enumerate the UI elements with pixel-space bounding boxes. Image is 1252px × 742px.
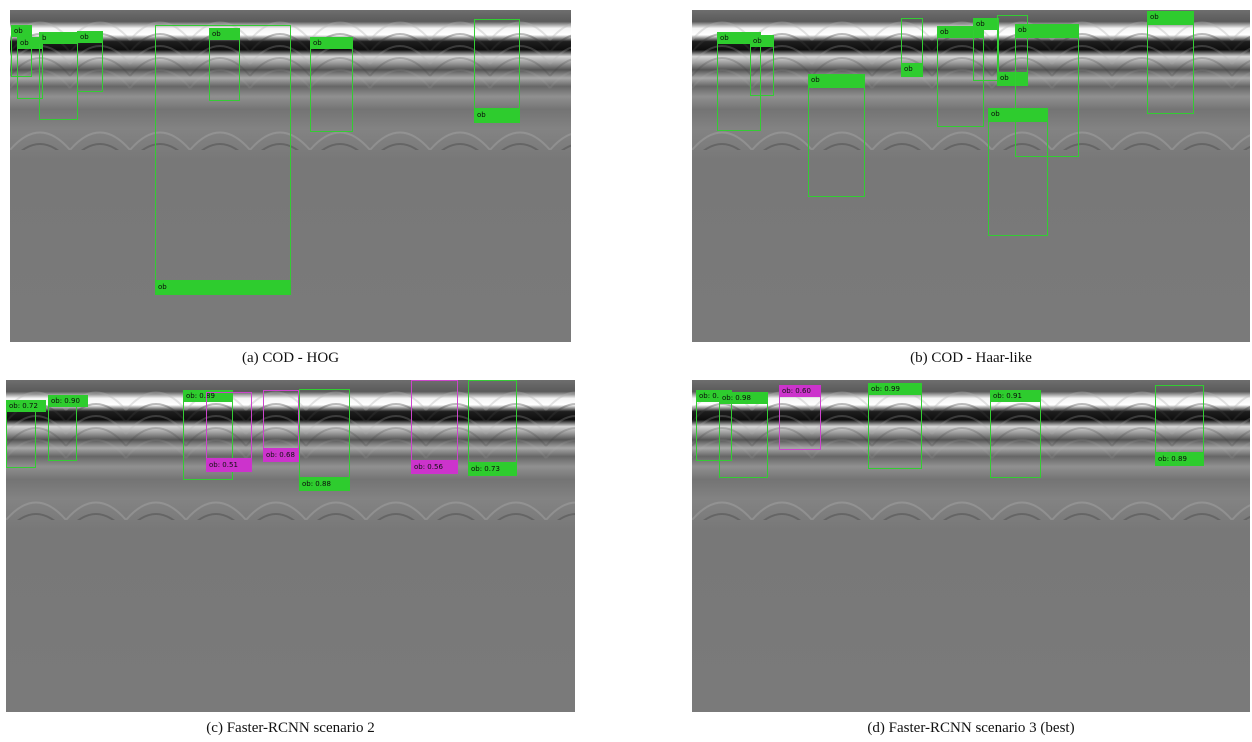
gpr-panel-c: ob: 0.72 ob: 0.90 ob: 0.89 ob: 0.51 ob: … [6,380,575,712]
detection-box [868,383,922,469]
detection-label: ob: 0.89 [183,390,233,402]
detection-label: ob [1015,24,1079,38]
detection-box [1147,11,1194,114]
detection-label: ob [988,108,1048,122]
detection-box [39,32,78,120]
detection-box [808,74,865,197]
detection-label: ob [310,37,353,49]
detection-box [299,389,350,491]
detection-label: ob [1147,11,1194,25]
detection-label: ob [997,72,1028,86]
detection-label: ob: 0.90 [48,395,88,407]
detection-label: ob [937,26,984,38]
detection-label: ob: 0.98 [719,392,768,404]
detection-label: ob: 0.72 [6,400,46,412]
detection-label: ob: 0.68 [263,448,299,462]
detection-label: ob: 0.51 [206,458,252,472]
gpr-radargram-c [6,380,575,712]
gpr-panel-d: ob: 0. ob: 0.98 ob: 0.60 ob: 0.99 ob: 0.… [692,380,1250,712]
gpr-panel-b: ob ob ob ob ob ob ob ob ob ob [692,10,1250,342]
detection-label: ob [973,18,999,30]
detection-label: ob [77,31,103,43]
detection-label: ob: 0.56 [411,460,458,474]
gpr-radargram-d [692,380,1250,712]
detection-label: ob [474,108,520,123]
detection-box [990,390,1041,478]
detection-label: b [39,32,78,44]
gpr-panel-a: ob ob b ob ob ob ob ob [10,10,571,342]
detection-box [310,37,353,132]
detection-label: ob: 0.91 [990,390,1041,402]
detection-box [719,392,768,478]
caption-b: (b) COD - Haar-like [910,350,1032,366]
detection-label: ob [209,28,240,40]
detection-box [988,108,1048,236]
detection-label: ob [750,35,774,47]
caption-d: (d) Faster-RCNN scenario 3 (best) [867,720,1075,736]
detection-label: ob [155,280,291,295]
detection-label: ob [11,25,32,37]
detection-label: ob: 0.99 [868,383,922,395]
caption-c: (c) Faster-RCNN scenario 2 [206,720,375,736]
detection-label: ob: 0.88 [299,477,350,491]
detection-label: ob: 0.73 [468,462,517,476]
detection-label: ob [808,74,865,88]
caption-a: (a) COD - HOG [241,350,340,366]
detection-label: ob [901,63,923,77]
detection-label: ob: 0.89 [1155,452,1204,466]
detection-label: ob [17,37,43,49]
detection-label: ob: 0.60 [779,385,821,397]
